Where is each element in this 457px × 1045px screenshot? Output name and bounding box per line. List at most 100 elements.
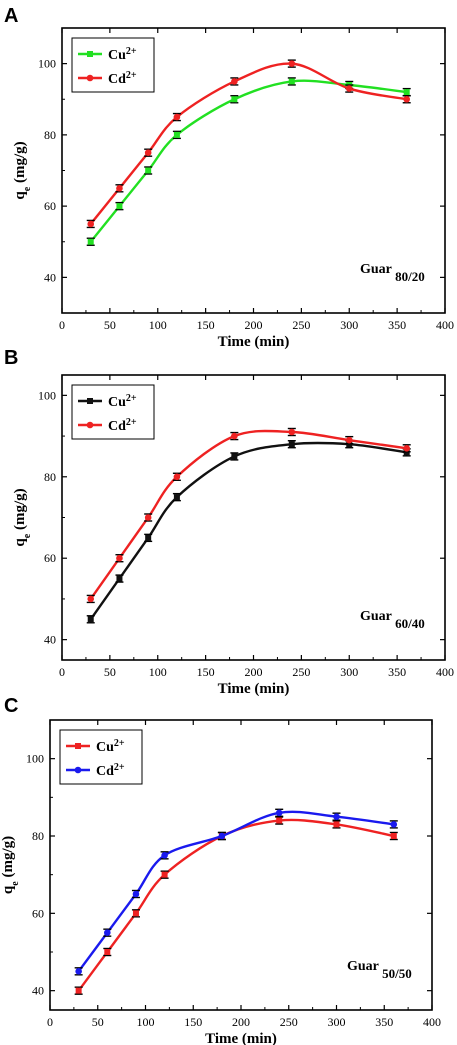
y-tick-label: 80 bbox=[44, 128, 56, 142]
series-cu-b bbox=[86, 440, 411, 624]
legend-box bbox=[71, 384, 155, 440]
legend-label-name: Cd bbox=[96, 764, 114, 779]
legend-label-sup: 2+ bbox=[126, 417, 137, 428]
data-point bbox=[116, 554, 123, 562]
sample-annotation: Guar 50/50 bbox=[347, 959, 412, 981]
sample-annotation: Guar 80/20 bbox=[360, 262, 425, 284]
legend: Cu2+Cd2+ bbox=[59, 729, 143, 785]
sample-annotation-sub: 50/50 bbox=[382, 966, 412, 981]
legend-label-name: Cd bbox=[108, 419, 126, 434]
x-tick-label: 400 bbox=[423, 1015, 441, 1029]
sample-annotation-main: Guar bbox=[347, 959, 382, 974]
series-line bbox=[89, 62, 407, 225]
data-point bbox=[116, 185, 123, 192]
chart-panel-c: C 0 50 100 150 200 250 300 350 400 40 60 80 100 Time (… bbox=[0, 695, 441, 1045]
x-tick-label: 0 bbox=[47, 1015, 53, 1029]
x-axis-title: Time (min) bbox=[205, 1031, 277, 1045]
x-tick-label: 150 bbox=[184, 1015, 202, 1029]
legend-label-sup: 2+ bbox=[126, 70, 137, 81]
legend: Cu2+Cd2+ bbox=[71, 384, 155, 440]
x-tick-label: 100 bbox=[137, 1015, 155, 1029]
data-point bbox=[145, 534, 152, 541]
y-axis-title-unit: (mg/g) bbox=[0, 836, 16, 881]
data-point bbox=[173, 494, 180, 501]
legend-marker bbox=[87, 51, 93, 57]
y-tick-label: 60 bbox=[32, 906, 44, 920]
y-tick-label: 80 bbox=[44, 470, 56, 484]
y-tick-label: 40 bbox=[44, 633, 56, 647]
x-tick-label: 200 bbox=[232, 1015, 250, 1029]
data-point bbox=[161, 871, 168, 878]
series-line bbox=[89, 441, 407, 620]
x-tick-label: 350 bbox=[375, 1015, 393, 1029]
chart-panel-b: B 0 50 100 150 200 250 300 350 400 40 60 80 100 Time (… bbox=[4, 347, 454, 697]
data-point bbox=[87, 238, 94, 245]
x-tick-label: 250 bbox=[292, 318, 310, 332]
data-point bbox=[345, 85, 353, 92]
sample-annotation-main: Guar bbox=[360, 262, 395, 277]
data-point bbox=[231, 453, 238, 460]
x-tick-label: 400 bbox=[436, 665, 454, 679]
data-point bbox=[87, 220, 95, 228]
x-tick-label: 300 bbox=[328, 1015, 346, 1029]
data-point bbox=[390, 833, 397, 839]
y-axis-title: qe (mg/g) bbox=[12, 488, 33, 546]
x-tick-label: 200 bbox=[245, 318, 263, 332]
legend-marker bbox=[87, 398, 93, 404]
data-point bbox=[345, 436, 353, 444]
series-line bbox=[77, 810, 394, 973]
y-axis-title-unit: (mg/g) bbox=[12, 141, 28, 186]
data-point bbox=[288, 78, 295, 85]
data-point bbox=[132, 890, 140, 898]
data-point bbox=[75, 968, 82, 975]
legend-label-sup: 2+ bbox=[126, 393, 137, 404]
legend: Cu2+Cd2+ bbox=[71, 37, 155, 93]
data-point bbox=[288, 441, 295, 448]
x-tick-label: 150 bbox=[197, 318, 215, 332]
legend-label-sup: 2+ bbox=[114, 762, 125, 773]
y-axis-title-unit: (mg/g) bbox=[12, 488, 28, 533]
data-point bbox=[87, 616, 94, 623]
data-point bbox=[288, 60, 296, 67]
legend-label-name: Cu bbox=[108, 395, 126, 410]
series-line bbox=[89, 79, 407, 243]
legend-label-sup: 2+ bbox=[126, 46, 137, 57]
data-point bbox=[333, 821, 340, 828]
series-cu-a bbox=[86, 77, 411, 246]
data-point bbox=[403, 444, 411, 452]
series-cd-a bbox=[86, 59, 411, 229]
y-axis-title-sub: e bbox=[10, 881, 21, 886]
data-point bbox=[173, 131, 180, 138]
y-tick-label: 40 bbox=[32, 984, 44, 998]
data-point bbox=[275, 809, 283, 817]
y-tick-label: 40 bbox=[44, 270, 56, 284]
x-tick-label: 250 bbox=[280, 1015, 298, 1029]
panel-letter: C bbox=[4, 695, 18, 717]
y-axis-title-sub: e bbox=[22, 533, 33, 538]
data-point bbox=[231, 78, 238, 85]
y-axis-title-sub: e bbox=[22, 186, 33, 191]
x-tick-label: 300 bbox=[340, 318, 358, 332]
x-tick-label: 400 bbox=[436, 318, 454, 332]
legend-label-name: Cu bbox=[108, 48, 126, 63]
y-axis-title-q: q bbox=[0, 885, 16, 894]
legend-label-sup: 2+ bbox=[114, 738, 125, 749]
legend-label: Cd2+ bbox=[108, 70, 137, 88]
data-point bbox=[161, 852, 168, 859]
data-point bbox=[145, 167, 152, 174]
data-point bbox=[104, 949, 111, 955]
series-line bbox=[89, 429, 407, 600]
data-point bbox=[144, 149, 152, 156]
series-cd-c bbox=[74, 808, 398, 976]
sample-annotation-sub: 80/20 bbox=[395, 269, 425, 284]
y-axis-title: qe (mg/g) bbox=[12, 141, 33, 199]
legend-label-name: Cu bbox=[96, 740, 114, 755]
y-tick-label: 100 bbox=[26, 752, 44, 766]
data-point bbox=[116, 575, 123, 582]
legend-label: Cu2+ bbox=[108, 393, 137, 411]
y-tick-label: 100 bbox=[38, 388, 56, 402]
y-tick-label: 100 bbox=[38, 57, 56, 71]
series-cd-b bbox=[86, 427, 411, 604]
data-point bbox=[333, 813, 340, 820]
legend-box bbox=[59, 729, 143, 785]
